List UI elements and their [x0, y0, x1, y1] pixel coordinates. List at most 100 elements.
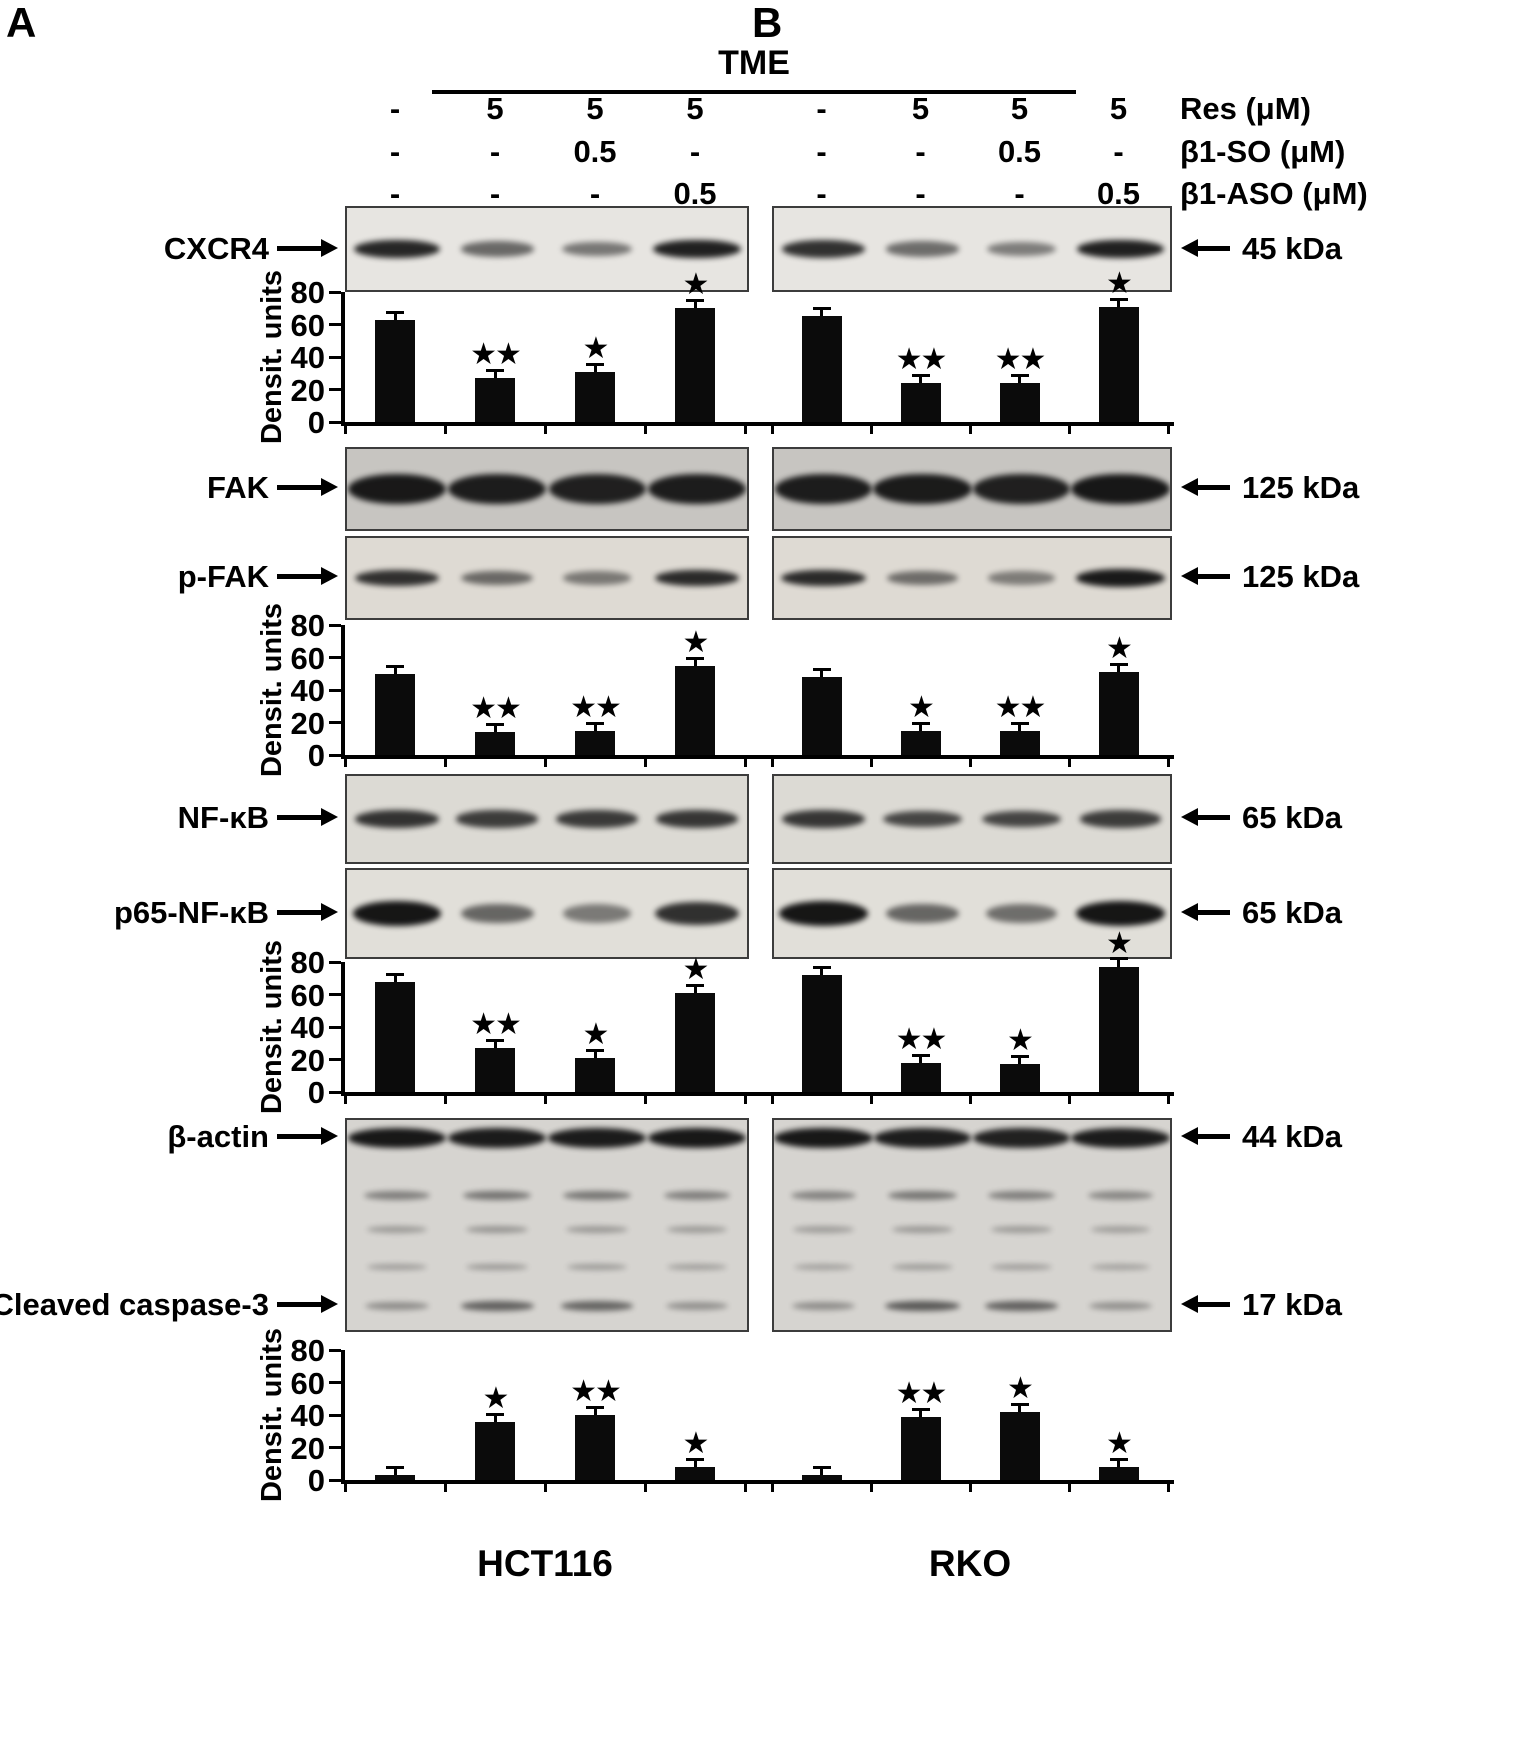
blot-band [793, 1225, 854, 1233]
blot-band [556, 810, 638, 828]
x-axis-line [341, 422, 1174, 426]
blot-band [647, 1127, 747, 1148]
error-bar [820, 967, 823, 975]
blot-band [561, 241, 633, 257]
kda-label-text: 125 kDa [1242, 469, 1360, 505]
x-tick [968, 758, 972, 767]
x-axis-line [341, 755, 1174, 759]
treatment-value: 0.5 [673, 176, 717, 211]
error-bar-cap [812, 307, 831, 311]
blot-band [1090, 1225, 1151, 1233]
y-tick-label: 80 [290, 275, 325, 310]
x-tick [743, 758, 747, 767]
error-bar-cap [486, 1412, 504, 1416]
y-tick-label: 40 [290, 1010, 325, 1045]
blot-band [447, 1127, 547, 1148]
error-bar-cap [486, 1039, 504, 1043]
western-blot-p65-b [772, 868, 1172, 959]
kda-label-text: 65 kDa [1242, 799, 1342, 835]
treatment-value: 5 [911, 91, 930, 126]
treatment-value: - [489, 176, 501, 211]
significance-stars: ★ [482, 1380, 510, 1416]
x-axis-line [341, 1480, 1174, 1484]
significance-stars: ★ [682, 267, 710, 303]
error-bar [493, 370, 497, 379]
error-bar [919, 375, 922, 383]
blot-band [991, 1225, 1052, 1233]
blot-band [888, 1190, 957, 1201]
blot-band [460, 570, 534, 586]
error-bar-cap [486, 723, 504, 727]
x-tick [869, 425, 873, 434]
blot-band [981, 810, 1062, 828]
error-bar-cap [586, 1406, 604, 1409]
blot-band [466, 1225, 528, 1233]
blot-band [347, 473, 447, 505]
density-bar [999, 383, 1040, 422]
y-tick [329, 721, 341, 724]
kda-label-text: 45 kDa [1242, 230, 1342, 266]
error-bar-cap [1010, 721, 1029, 725]
x-tick [343, 1095, 347, 1104]
error-bar [1018, 722, 1021, 731]
significance-stars: ★ [908, 689, 935, 725]
kda-label-p65: 65 kDa [1180, 890, 1514, 934]
blot-band [462, 1190, 532, 1201]
error-bar-cap [911, 374, 930, 377]
treatment-row-label: β1-ASO (μM) [1180, 176, 1368, 211]
blot-band [1071, 473, 1170, 505]
error-bar-cap [686, 656, 704, 660]
y-axis-line [341, 1350, 345, 1484]
blot-band [781, 569, 866, 587]
blot-band [781, 240, 866, 258]
significance-stars: ★★ [470, 1007, 522, 1043]
error-bar-cap [1109, 663, 1128, 667]
x-tick [1067, 1095, 1071, 1104]
error-bar-cap [911, 1053, 930, 1057]
blot-band [354, 239, 440, 259]
x-tick [968, 425, 972, 434]
x-tick [1166, 1095, 1170, 1104]
density-bar [575, 371, 615, 422]
blot-band [460, 903, 534, 924]
treatment-value: 0.5 [1096, 176, 1141, 211]
blot-band [886, 903, 959, 924]
error-bar [393, 665, 397, 674]
blot-band [566, 1225, 628, 1233]
y-tick [329, 420, 341, 424]
x-tick [643, 1095, 647, 1104]
blot-band [363, 1190, 431, 1201]
x-tick [743, 1483, 747, 1492]
error-bar-cap [586, 1048, 604, 1052]
protein-label-text: β-actin [167, 1118, 269, 1154]
western-blot-fak-a [345, 447, 749, 531]
x-tick [1166, 1483, 1170, 1492]
error-bar [493, 1413, 497, 1422]
blot-band [886, 241, 959, 257]
x-tick [543, 1095, 547, 1104]
y-tick [329, 960, 341, 964]
density-bar [801, 677, 842, 755]
error-bar [1117, 958, 1120, 967]
density-bar [475, 1048, 515, 1092]
treatment-value: 5 [1010, 91, 1029, 126]
y-tick-label: 20 [290, 705, 325, 741]
blot-band [355, 569, 439, 587]
x-tick [743, 425, 747, 434]
error-bar-cap [1109, 957, 1128, 961]
tme-underline [432, 90, 1076, 94]
blot-band [1090, 1263, 1151, 1271]
blot-band [562, 904, 632, 923]
treatment-value: 5 [486, 91, 504, 126]
western-blot-actin-a [345, 1118, 749, 1332]
y-tick-label: 60 [290, 977, 325, 1013]
kda-label-text: 44 kDa [1242, 1118, 1342, 1154]
error-bar [1018, 1403, 1021, 1412]
error-bar-cap [1010, 1402, 1029, 1406]
protein-label-casp3: Cleaved caspase-3 [0, 1282, 341, 1326]
treatment-value: - [689, 134, 701, 169]
y-tick [329, 355, 341, 359]
blot-band [352, 901, 442, 926]
density-bar [675, 1467, 715, 1480]
blot-band [355, 810, 439, 828]
